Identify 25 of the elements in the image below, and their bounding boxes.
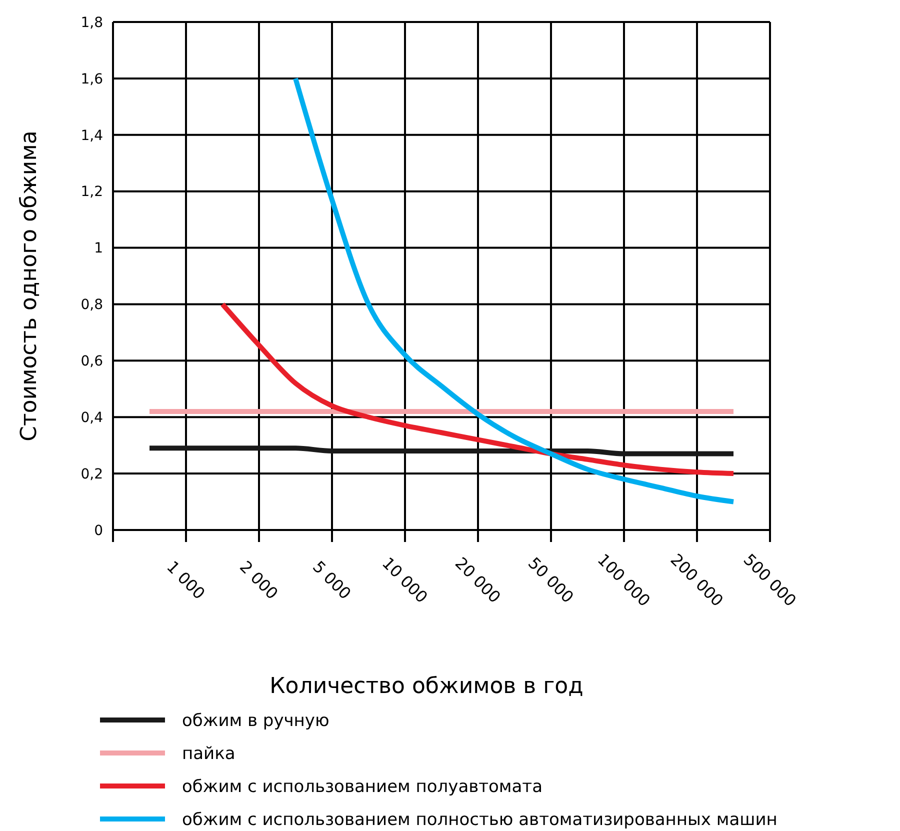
y-tick-label: 0,8 bbox=[80, 297, 103, 314]
x-tick-label: 10 000 bbox=[378, 554, 432, 607]
y-tick-label: 1 bbox=[94, 240, 103, 257]
y-tick-label: 1,6 bbox=[80, 71, 104, 88]
y-tick-label: 0 bbox=[94, 522, 103, 539]
x-tick-label: 2 000 bbox=[236, 557, 282, 603]
y-tick-label: 1,4 bbox=[80, 128, 104, 144]
x-tick-label: 50 000 bbox=[524, 554, 578, 607]
legend-label: пайка bbox=[182, 744, 236, 764]
x-tick-label: 5 000 bbox=[309, 557, 355, 603]
y-axis-title: Стоимость одного обжима bbox=[17, 130, 42, 442]
y-tick-label: 0,4 bbox=[80, 410, 104, 426]
x-tick-label: 500 000 bbox=[740, 550, 800, 610]
y-tick-label: 0,6 bbox=[80, 354, 104, 370]
x-axis-title: Количество обжимов в год bbox=[270, 674, 584, 699]
y-tick-label: 1,2 bbox=[80, 184, 103, 200]
legend-label: обжим с использованием полуавтомата bbox=[182, 776, 542, 797]
x-tick-label: 20 000 bbox=[451, 554, 504, 607]
y-tick-label: 0,2 bbox=[80, 466, 103, 482]
legend-label: обжим с использованием полностью автоматизированных машин bbox=[182, 810, 778, 830]
y-tick-label: 1,8 bbox=[80, 14, 103, 31]
x-tick-label: 1 000 bbox=[163, 557, 209, 603]
x-tick-label: 100 000 bbox=[594, 550, 654, 610]
x-tick-label: 200 000 bbox=[666, 550, 728, 610]
legend-label: обжим в ручную bbox=[182, 710, 330, 731]
